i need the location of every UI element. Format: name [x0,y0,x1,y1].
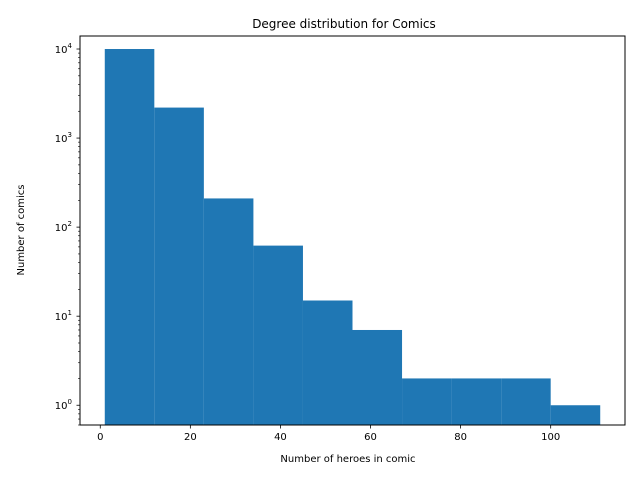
x-tick-label-4: 80 [454,432,467,443]
x-tick-label-1: 20 [184,432,197,443]
histogram-bar-5 [352,329,403,425]
histogram-bar-2 [203,198,254,425]
y-axis-label: Number of comics [16,184,27,275]
histogram-bar-9 [550,405,601,425]
x-axis-label: Number of heroes in comic [280,454,415,465]
y-tick-label-2: 102 [55,220,72,234]
histogram-bar-1 [154,107,204,425]
x-tick-label-2: 40 [274,432,287,443]
y-tick-label-1: 101 [55,309,72,323]
y-tick-label-0: 100 [55,398,72,412]
histogram-bar-6 [402,378,452,425]
histogram-bar-7 [451,378,502,425]
y-tick-label-4: 104 [55,42,73,56]
histogram-bar-4 [302,300,353,425]
x-tick-label-3: 60 [364,432,377,443]
y-axis-ticks: 100 101 102 103 104 [55,42,80,412]
plot-frame [79,35,626,426]
histogram-bar-8 [501,378,551,425]
x-axis-ticks: 0 20 40 60 80 100 [97,425,560,443]
x-tick-label-0: 0 [97,432,103,443]
chart-title: Degree distribution for Comics [252,17,436,31]
bars-group [104,49,601,425]
histogram-bar-0 [104,49,155,425]
x-tick-label-5: 100 [541,432,560,443]
y-tick-label-3: 103 [55,131,72,145]
histogram-bar-3 [253,245,303,425]
